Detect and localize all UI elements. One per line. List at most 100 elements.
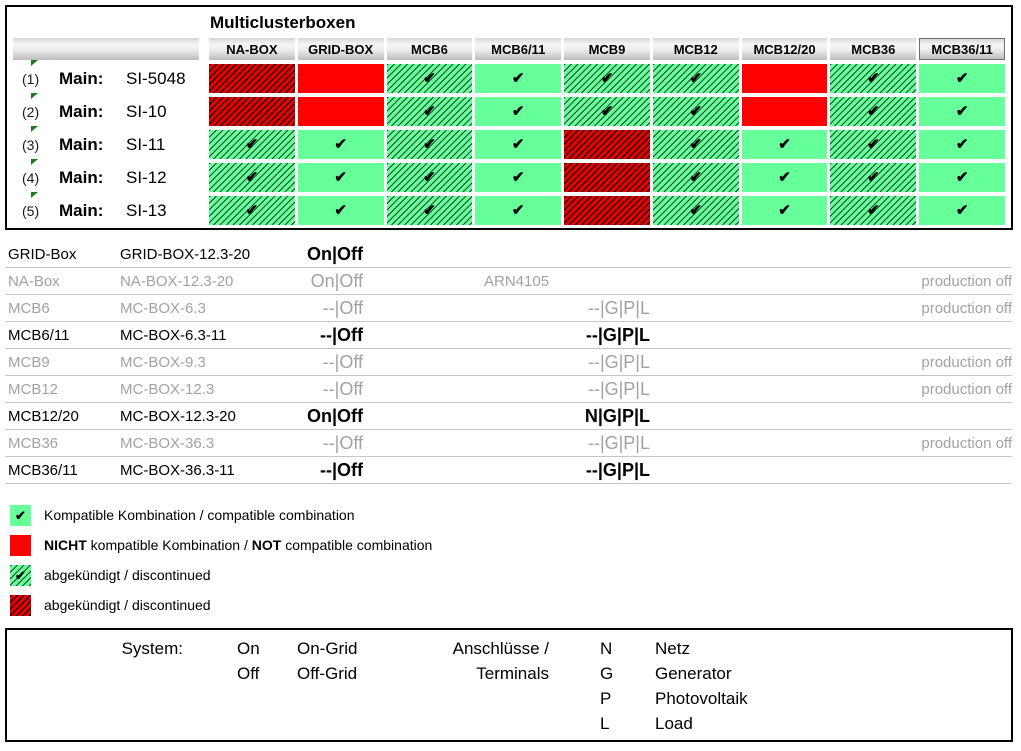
- check-icon: ✔: [689, 70, 703, 87]
- box-system: --|Off: [319, 324, 363, 345]
- box-system: --|Off: [319, 459, 363, 480]
- footer-line: Netz: [655, 639, 690, 658]
- row-marker-icon: [31, 93, 38, 99]
- compatibility-matrix: Multiclusterboxen NA-BOX GRID-BOX MCB6 MCB6…: [5, 5, 1013, 230]
- box-terminals: --|G|P|L: [585, 324, 650, 345]
- box-model: NA-BOX-12.3-20: [120, 272, 234, 290]
- row-marker-icon: [31, 60, 38, 66]
- check-icon: ✔: [778, 202, 791, 219]
- check-icon: ✔: [867, 169, 880, 186]
- box-system: --|Off: [322, 378, 363, 399]
- check-icon: ✔: [511, 70, 525, 87]
- box-system: On|Off: [310, 270, 363, 291]
- compat-cell-nok: [741, 64, 828, 93]
- row-index: (1): [22, 70, 40, 87]
- footer-line: Anschlüsse /: [452, 639, 549, 658]
- footer-line: Off: [237, 664, 260, 683]
- box-row: MCB9 MC-BOX-9.3 --|Off --|G|P|L production o…: [5, 349, 1012, 376]
- box-note: production off: [921, 353, 1012, 371]
- check-icon: ✔: [955, 103, 969, 120]
- box-terminals: --|G|P|L: [587, 351, 650, 372]
- compat-cell-nok-disc: [564, 163, 650, 192]
- box-arn: ARN4105: [484, 272, 550, 290]
- column-header: GRID-BOX: [297, 38, 384, 60]
- legend-item: ✔ abgekündigt / discontinued: [10, 560, 432, 590]
- legend: ✔ Kompatible Kombination / compatible com…: [10, 500, 432, 620]
- column-header: MCB6/11: [475, 38, 562, 60]
- box-row: MCB12 MC-BOX-12.3 --|Off --|G|P|L production…: [5, 376, 1012, 403]
- footer-line: L: [600, 714, 610, 733]
- box-system: On|Off: [306, 405, 363, 426]
- footer-line: On: [237, 639, 260, 658]
- footer-line: On-Grid: [297, 639, 358, 658]
- check-icon: ✔: [600, 103, 614, 120]
- compat-cell-nok-disc: [209, 97, 295, 126]
- check-icon: ✔: [867, 103, 880, 120]
- legend-text-part: Kompatible Kombination / compatible comb…: [44, 507, 355, 523]
- compat-cell-ok: ✔: [297, 130, 384, 159]
- check-icon: ✔: [423, 70, 436, 87]
- compat-cell-ok: ✔: [475, 163, 562, 192]
- box-model: MC-BOX-36.3-11: [120, 461, 235, 479]
- compat-cell-ok: ✔: [919, 64, 1005, 93]
- check-icon: ✔: [334, 202, 347, 219]
- box-name: MCB36/11: [8, 461, 78, 479]
- box-row: NA-Box NA-BOX-12.3-20 On|Off ARN4105 product…: [5, 268, 1012, 295]
- legend-item: ✔ Kompatible Kombination / compatible com…: [10, 500, 432, 530]
- box-note: production off: [921, 272, 1012, 290]
- box-name: GRID-Box: [8, 245, 77, 263]
- compat-cell-ok: ✔: [297, 196, 384, 225]
- column-header: MCB36/11: [919, 38, 1005, 60]
- compat-cell-ok-disc: ✔: [564, 64, 650, 93]
- row-prefix: Main:: [59, 134, 104, 154]
- footer-line: Generator: [655, 664, 732, 683]
- box-model: MC-BOX-9.3: [120, 353, 206, 371]
- compat-cell-nok-disc: [564, 196, 650, 225]
- box-row: MCB36/11 MC-BOX-36.3-11 --|Off --|G|P|L: [5, 457, 1012, 484]
- check-icon: ✔: [15, 567, 26, 583]
- compat-cell-nok: [297, 64, 384, 93]
- compat-cell-ok-disc: ✔: [209, 163, 295, 192]
- main-row-label: (5) Main: SI-13: [13, 192, 206, 225]
- box-system: --|Off: [322, 432, 363, 453]
- column-header: MCB12: [652, 38, 739, 60]
- check-icon: ✔: [867, 136, 880, 153]
- check-icon: ✔: [245, 202, 259, 219]
- compat-cell-nok-disc: [564, 130, 650, 159]
- row-index: (5): [22, 202, 40, 219]
- legend-text: abgekündigt / discontinued: [44, 567, 211, 583]
- check-icon: ✔: [689, 136, 703, 153]
- legend-text-part: abgekündigt / discontinued: [44, 597, 211, 613]
- compat-cell-ok: ✔: [475, 97, 562, 126]
- row-model: SI-11: [126, 134, 166, 154]
- compat-cell-ok-disc: ✔: [830, 64, 917, 93]
- compat-cell-ok-disc: ✔: [386, 97, 473, 126]
- compat-cell-ok: ✔: [919, 130, 1005, 159]
- box-model: GRID-BOX-12.3-20: [120, 245, 251, 263]
- legend-text-part: NOT: [251, 537, 282, 553]
- row-index: (2): [22, 103, 40, 120]
- compat-cell-ok: ✔: [297, 163, 384, 192]
- compat-cell-ok-disc: ✔: [386, 196, 473, 225]
- compat-cell-ok-disc: ✔: [209, 130, 295, 159]
- box-name: MCB12/20: [8, 407, 79, 425]
- footer-line: G: [600, 664, 614, 683]
- check-icon: ✔: [15, 507, 26, 523]
- check-icon: ✔: [334, 136, 347, 153]
- footer-line: System:: [121, 639, 183, 658]
- main-row-label: (4) Main: SI-12: [13, 159, 206, 192]
- compat-cell-ok-disc: ✔: [830, 130, 917, 159]
- footer-legend-box: System: On Off On-Grid Off-Grid Anschlüsse…: [5, 628, 1013, 742]
- box-terminals: --|G|P|L: [587, 378, 650, 399]
- compat-cell-ok: ✔: [919, 196, 1005, 225]
- legend-text-part: kompatible Kombination /: [86, 537, 252, 553]
- check-icon: ✔: [423, 169, 436, 186]
- box-row: GRID-Box GRID-BOX-12.3-20 On|Off: [5, 241, 1012, 268]
- matrix-grid: NA-BOX GRID-BOX MCB6 MCB6/11 MCB9 MCB12 MCB12/…: [13, 38, 1005, 225]
- box-terminals: --|G|P|L: [587, 432, 650, 453]
- legend-item: abgekündigt / discontinued: [10, 590, 432, 620]
- column-header: MCB6: [386, 38, 473, 60]
- legend-text: NICHT kompatible Kombination / NOT compa…: [44, 537, 432, 553]
- box-model: MC-BOX-12.3-20: [120, 407, 236, 425]
